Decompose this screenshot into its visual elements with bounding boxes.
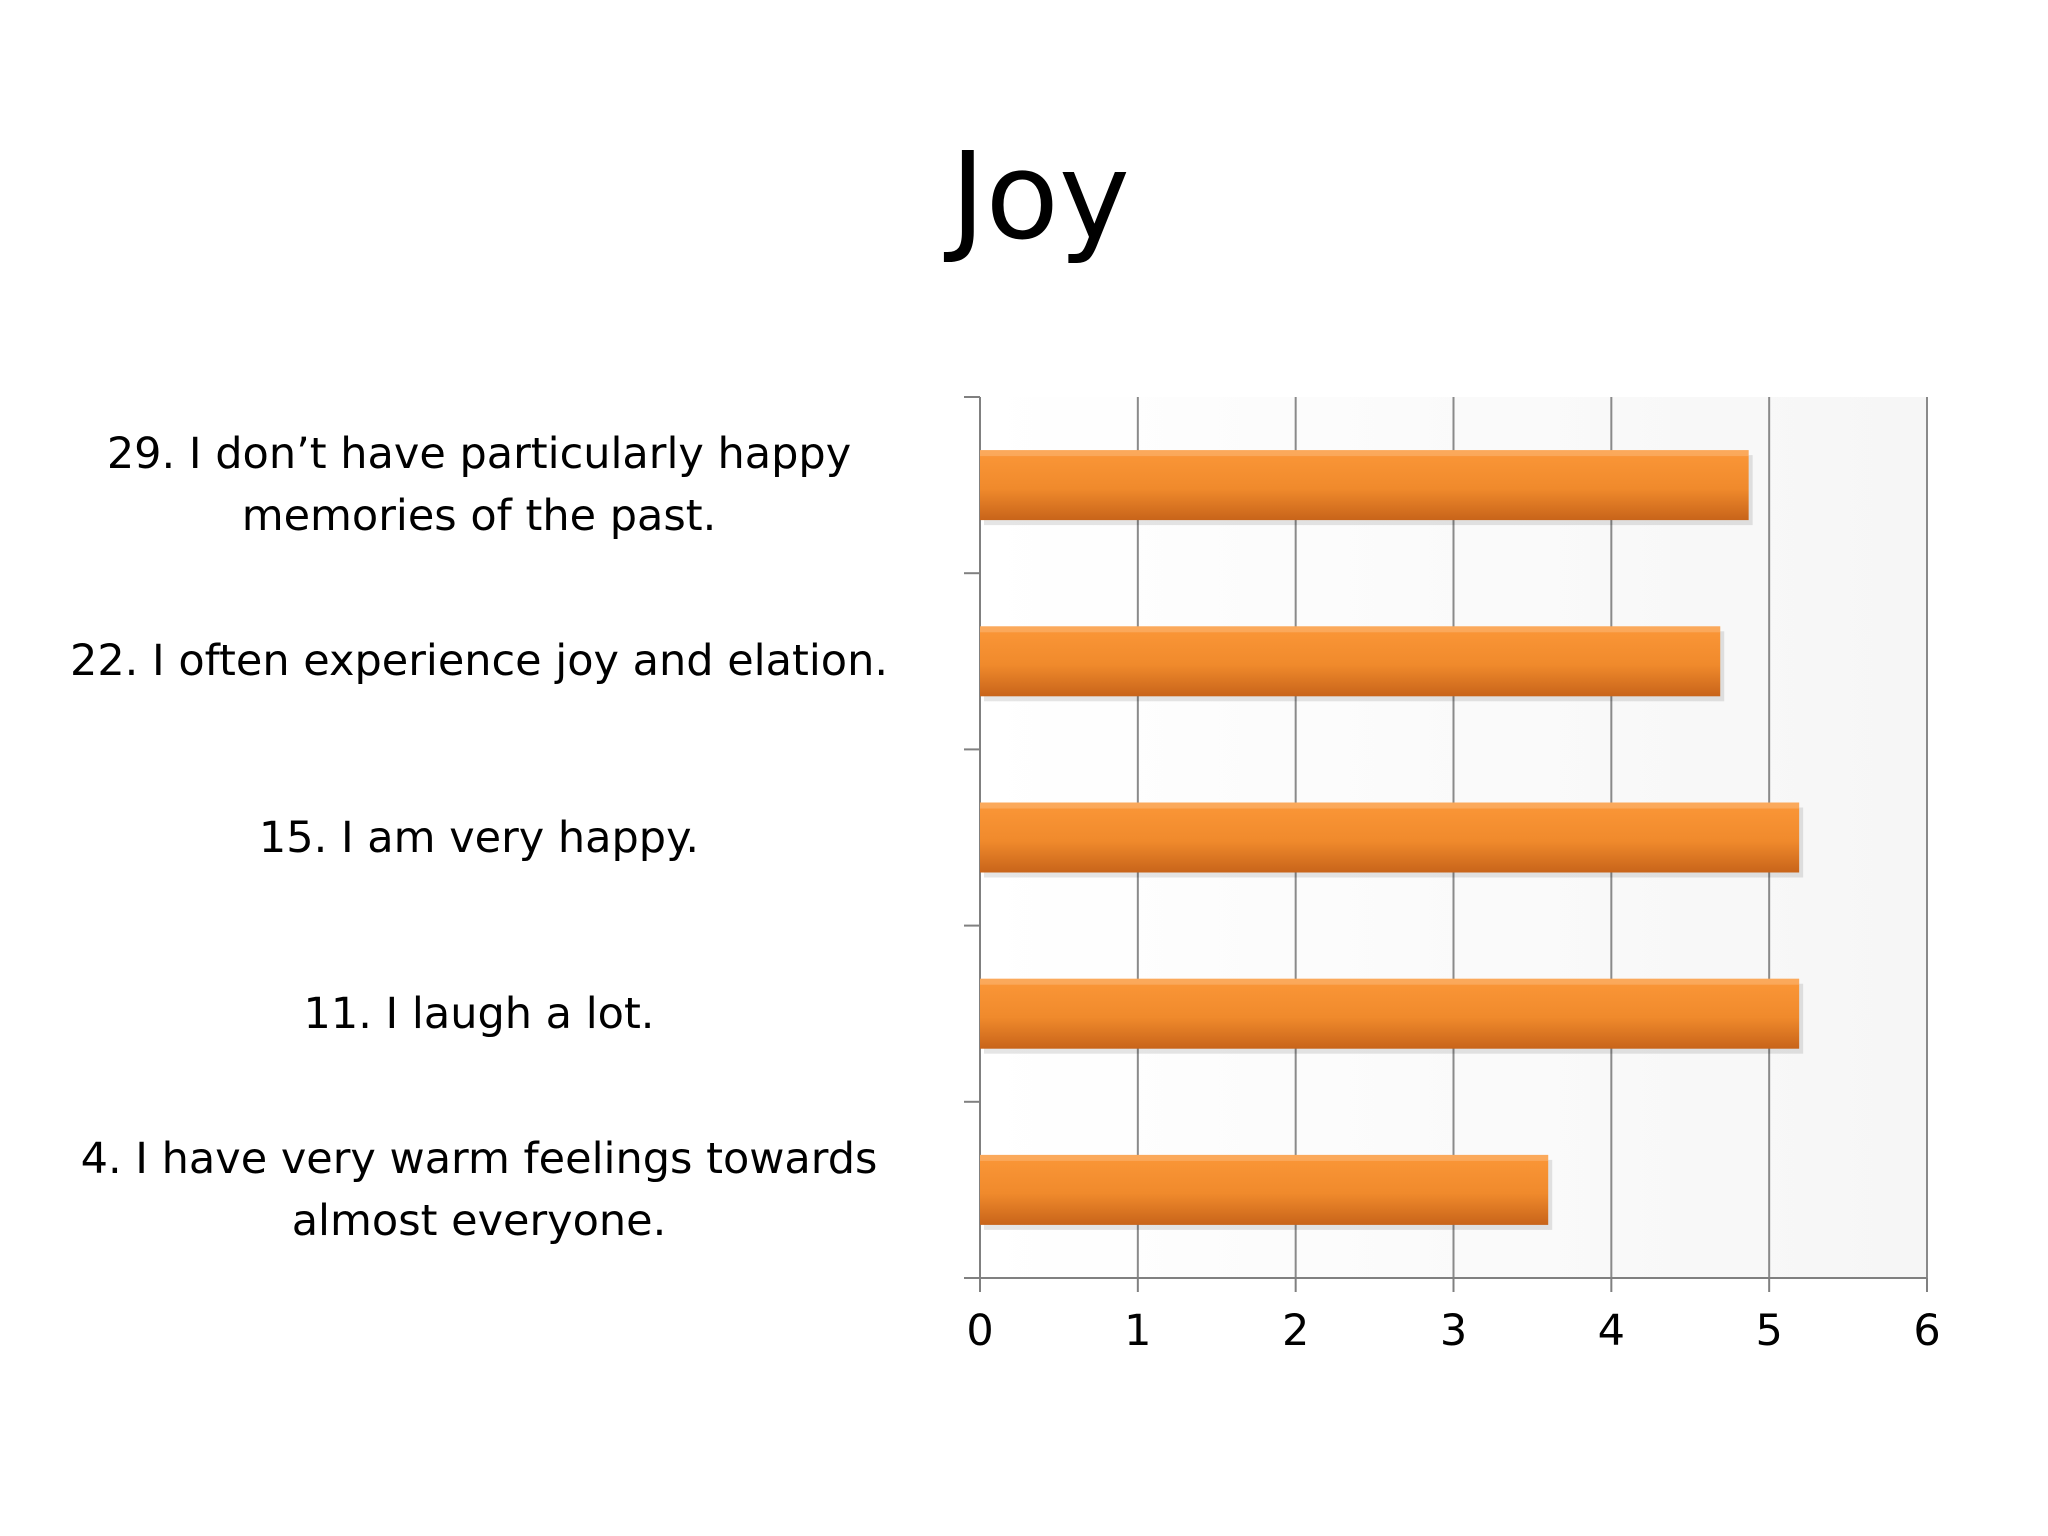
bar — [980, 802, 1800, 873]
category-label-line: 15. I am very happy. — [258, 812, 700, 863]
bar — [980, 1154, 1549, 1225]
x-tick-label: 1 — [1124, 1306, 1151, 1356]
x-tick-label: 3 — [1440, 1306, 1467, 1356]
category-label: 29. I don’t have particularly happy memor… — [40, 423, 918, 547]
bar — [980, 626, 1721, 697]
category-label-line: 4. I have very warm feelings towards — [80, 1133, 878, 1184]
category-label-line: 29. I don’t have particularly happy — [106, 429, 852, 480]
category-label-line: memories of the past. — [241, 491, 717, 542]
category-label: 11. I laugh a lot. — [40, 983, 918, 1045]
bar — [980, 978, 1800, 1049]
bar — [980, 450, 1749, 521]
bar-highlight — [980, 450, 1749, 457]
category-label-line: 11. I laugh a lot. — [303, 988, 655, 1039]
bar-highlight — [980, 1154, 1549, 1161]
category-label-line: 22. I often experience joy and elation. — [69, 636, 889, 687]
category-label: 15. I am very happy. — [40, 807, 918, 869]
category-label: 22. I often experience joy and elation. — [40, 630, 918, 692]
category-label-line: almost everyone. — [291, 1195, 667, 1246]
chart-title: Joy — [950, 128, 1130, 267]
bar-highlight — [980, 802, 1800, 809]
bar-highlight — [980, 626, 1721, 633]
x-tick-label: 6 — [1913, 1306, 1940, 1356]
category-label: 4. I have very warm feelings towards almo… — [40, 1128, 918, 1252]
x-tick-label: 2 — [1282, 1306, 1309, 1356]
x-tick-label: 5 — [1755, 1306, 1782, 1356]
bar-highlight — [980, 978, 1800, 985]
x-tick-label: 4 — [1598, 1306, 1625, 1356]
x-tick-label: 0 — [966, 1306, 993, 1356]
